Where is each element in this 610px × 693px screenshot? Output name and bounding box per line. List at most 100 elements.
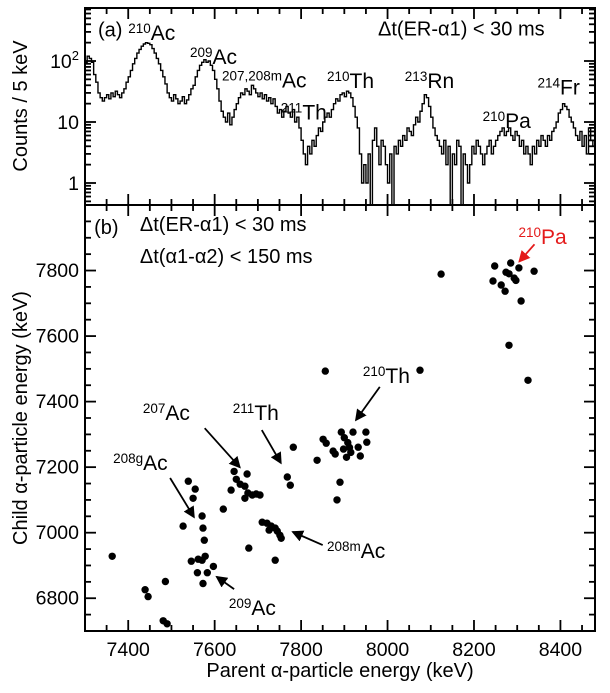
scatter-point bbox=[243, 470, 251, 478]
scatter-point bbox=[354, 443, 362, 451]
scatter-point bbox=[241, 494, 249, 502]
isotope-symbol: Ac bbox=[213, 46, 238, 69]
panel-b-ytick-label: 7600 bbox=[36, 326, 80, 348]
annotation-b-t-1-2-150-ms: Δt(α1-α2) < 150 ms bbox=[140, 246, 313, 268]
arrow-211th bbox=[261, 429, 282, 465]
scatter-point bbox=[530, 267, 538, 275]
isotope-mass-superscript: 211 bbox=[281, 101, 303, 116]
isotope-symbol: Fr bbox=[560, 77, 580, 100]
isotope-symbol: Pa bbox=[505, 110, 531, 133]
annotation-a-214fr: 214Fr bbox=[538, 76, 580, 100]
scatter-point bbox=[347, 448, 355, 457]
scatter-point bbox=[227, 486, 235, 494]
scatter-point bbox=[416, 366, 424, 374]
isotope-symbol: Th bbox=[385, 365, 410, 388]
scatter-point bbox=[179, 522, 187, 530]
panel-b-xtick-label: 7800 bbox=[279, 639, 323, 661]
panel-b-xtick-label: 7400 bbox=[107, 639, 151, 661]
scatter-point bbox=[230, 467, 238, 476]
scatter-point bbox=[191, 485, 199, 493]
arrow-208gac bbox=[169, 477, 195, 519]
scatter-point bbox=[505, 341, 513, 349]
isotope-mass-superscript: 208m bbox=[327, 539, 361, 554]
isotope-mass-superscript: 210 bbox=[327, 69, 350, 84]
scatter-point bbox=[356, 452, 364, 460]
scatter-point bbox=[144, 592, 152, 601]
scatter-point bbox=[201, 552, 209, 560]
isotope-mass-superscript: 207 bbox=[143, 401, 166, 416]
isotope-symbol: Ac bbox=[143, 452, 168, 475]
tick-label-main: 10 bbox=[50, 51, 72, 73]
scatter-point bbox=[512, 276, 520, 285]
isotope-mass-superscript: 209 bbox=[190, 45, 213, 60]
tick-label-main: 10 bbox=[57, 112, 79, 134]
arrow-208mac bbox=[291, 530, 324, 546]
scatter-point bbox=[209, 562, 218, 571]
arrow-210pa-red bbox=[518, 243, 536, 263]
panel-a-ytick-label: 10 bbox=[57, 112, 79, 134]
scatter-point bbox=[501, 287, 509, 295]
scatter-point bbox=[497, 281, 505, 289]
scatter-point bbox=[187, 557, 195, 565]
isotope-symbol: Rn bbox=[427, 70, 454, 93]
isotope-mass-superscript: 214 bbox=[538, 76, 561, 91]
annotation-b-t-er-1-30-ms: Δt(ER-α1) < 30 ms bbox=[140, 214, 307, 236]
annotation-a-213rn: 213Rn bbox=[405, 69, 454, 93]
tick-label-sup: 2 bbox=[72, 48, 79, 63]
arrow-209ac bbox=[215, 575, 235, 590]
isotope-mass-superscript: 213 bbox=[405, 69, 428, 84]
panel-b-x-axis-title: Parent α-particle energy (keV) bbox=[206, 660, 473, 682]
scatter-point bbox=[517, 297, 525, 305]
panel-b-xtick-label: 7600 bbox=[193, 639, 237, 661]
annotation-b-210th: 210Th bbox=[363, 364, 410, 388]
scatter-point bbox=[342, 453, 351, 461]
isotope-symbol: Ac bbox=[251, 597, 276, 620]
scatter-point bbox=[271, 556, 279, 564]
scatter-point bbox=[198, 512, 206, 520]
annotation-a-t-er-1-30-ms: Δt(ER-α1) < 30 ms bbox=[378, 19, 545, 41]
isotope-symbol: Th bbox=[302, 102, 327, 125]
scatter-point bbox=[437, 270, 445, 278]
panel-a-y-axis-title: Counts / 5 keV bbox=[10, 40, 32, 172]
arrow-207ac bbox=[204, 427, 241, 469]
scatter-point bbox=[219, 505, 227, 513]
scatter-point bbox=[245, 544, 253, 552]
isotope-mass-superscript: 210 bbox=[483, 109, 506, 124]
isotope-symbol: Pa bbox=[541, 226, 567, 249]
isotope-mass-superscript: 210 bbox=[128, 21, 151, 36]
scatter-point bbox=[199, 524, 207, 532]
arrow-210th bbox=[354, 386, 381, 422]
panel-b-xtick-label: 8000 bbox=[366, 639, 410, 661]
isotope-mass-superscript: 209 bbox=[229, 596, 252, 611]
panel-a-ytick-label: 102 bbox=[50, 48, 79, 73]
scatter-point bbox=[333, 496, 341, 504]
panel-b-ytick-label: 7200 bbox=[36, 457, 80, 479]
annotation-b-207ac: 207Ac bbox=[143, 401, 190, 425]
scatter-point bbox=[313, 456, 321, 464]
isotope-mass-superscript: 207,208m bbox=[222, 68, 282, 83]
scatter-point bbox=[189, 494, 197, 502]
annotation-a-209ac: 209Ac bbox=[190, 45, 237, 69]
scatter-point bbox=[362, 428, 370, 436]
annotation-a-211th: 211Th bbox=[281, 101, 327, 125]
scatter-point bbox=[193, 569, 202, 577]
histogram-trace bbox=[85, 41, 595, 206]
isotope-symbol: Ac bbox=[165, 402, 190, 425]
scatter-point bbox=[161, 577, 170, 586]
panel-b-xtick-label: 8200 bbox=[452, 639, 496, 661]
isotope-mass-superscript: 210 bbox=[519, 225, 542, 240]
panel-b-xtick-label: 8400 bbox=[539, 639, 583, 661]
annotation-a-210ac: 210Ac bbox=[128, 21, 175, 45]
isotope-mass-superscript: 208g bbox=[113, 451, 143, 466]
scatter-point bbox=[184, 477, 192, 485]
scatter-point bbox=[322, 439, 330, 447]
annotation-b-b: (b) bbox=[94, 217, 118, 239]
isotope-symbol: Th bbox=[350, 70, 375, 93]
annotation-b-208mac: 208mAc bbox=[327, 539, 385, 563]
annotation-b-209ac: 209Ac bbox=[229, 596, 276, 620]
isotope-symbol: Ac bbox=[361, 540, 386, 563]
scatter-point bbox=[256, 491, 264, 499]
annotation-a-207-208mac: 207,208mAc bbox=[222, 68, 307, 92]
panel-b-ytick-label: 7000 bbox=[36, 522, 80, 544]
